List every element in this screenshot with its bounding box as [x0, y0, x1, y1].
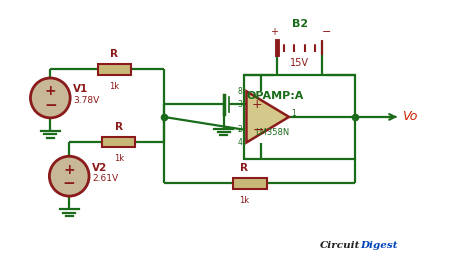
Text: 1k: 1k — [109, 82, 119, 91]
Text: 1k: 1k — [239, 196, 249, 205]
FancyBboxPatch shape — [98, 64, 131, 75]
Text: −: − — [63, 176, 75, 191]
Text: V2: V2 — [92, 163, 107, 173]
Text: +: + — [270, 27, 278, 37]
Text: 2.61V: 2.61V — [92, 174, 118, 183]
Text: R: R — [115, 121, 123, 132]
Text: −: − — [322, 27, 331, 37]
Text: B2: B2 — [292, 19, 308, 29]
Circle shape — [30, 78, 70, 118]
Text: 3.78V: 3.78V — [73, 96, 99, 105]
Text: −: − — [44, 98, 57, 113]
Text: Circuit: Circuit — [319, 241, 360, 250]
Text: +: + — [64, 163, 75, 176]
Text: 1k: 1k — [114, 154, 124, 163]
Circle shape — [49, 156, 89, 196]
Text: Digest: Digest — [360, 241, 397, 250]
Text: 15V: 15V — [290, 58, 309, 68]
Polygon shape — [246, 91, 289, 143]
Text: +: + — [252, 98, 263, 111]
Text: 3: 3 — [238, 100, 243, 109]
Text: R: R — [240, 163, 248, 173]
Text: 8: 8 — [238, 87, 243, 96]
FancyBboxPatch shape — [102, 137, 136, 147]
Text: 1: 1 — [291, 109, 296, 117]
Text: V1: V1 — [73, 84, 88, 95]
Text: OPAMP:A: OPAMP:A — [246, 91, 303, 101]
Text: LM358N: LM358N — [255, 128, 290, 137]
Text: Vo: Vo — [402, 110, 418, 123]
Text: +: + — [45, 84, 56, 98]
Text: −: − — [252, 123, 264, 137]
FancyBboxPatch shape — [234, 178, 266, 189]
Text: 2: 2 — [238, 125, 243, 134]
Text: R: R — [110, 49, 118, 59]
Text: 4: 4 — [238, 138, 243, 147]
